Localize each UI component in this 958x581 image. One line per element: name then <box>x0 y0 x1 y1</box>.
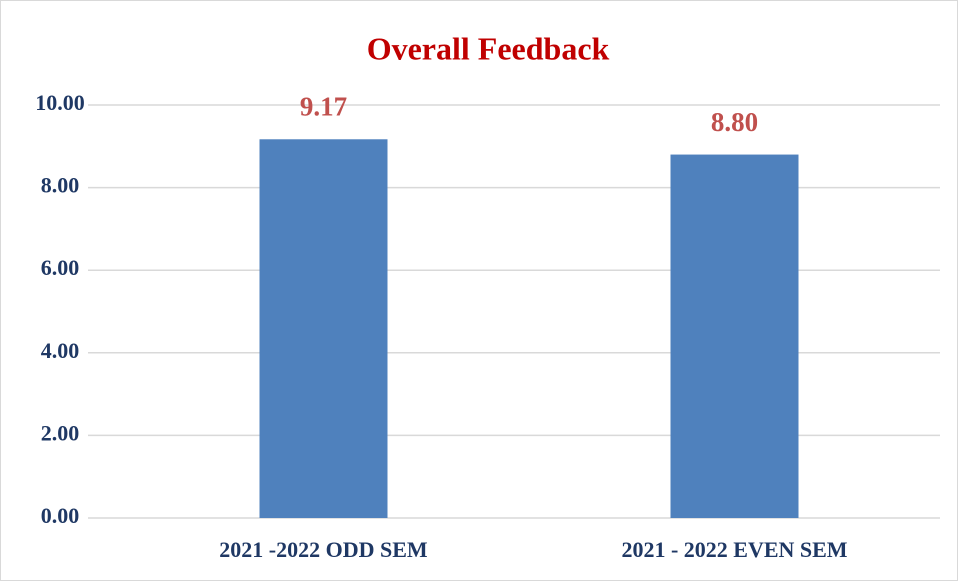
y-tick-label: 2.00 <box>41 420 80 445</box>
y-tick-label: 0.00 <box>41 503 80 528</box>
y-tick-label: 6.00 <box>41 255 80 280</box>
value-label: 9.17 <box>300 91 347 121</box>
chart-title: Overall Feedback <box>367 30 610 66</box>
bar <box>259 139 388 519</box>
y-tick-label: 10.00 <box>35 90 85 115</box>
bar <box>670 154 799 518</box>
x-tick-label: 2021 - 2022 EVEN SEM <box>621 537 847 562</box>
value-label: 8.80 <box>711 107 758 137</box>
y-tick-label: 4.00 <box>41 338 80 363</box>
x-tick-label: 2021 -2022 ODD SEM <box>219 537 428 562</box>
y-tick-label: 8.00 <box>41 173 80 198</box>
